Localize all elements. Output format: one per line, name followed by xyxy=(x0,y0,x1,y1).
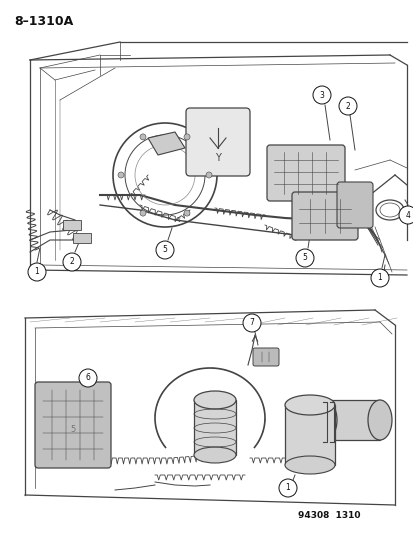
Ellipse shape xyxy=(284,456,334,474)
Text: 4: 4 xyxy=(405,211,409,220)
Text: 5: 5 xyxy=(70,425,76,434)
Circle shape xyxy=(398,206,413,224)
FancyBboxPatch shape xyxy=(63,220,81,230)
Text: 2: 2 xyxy=(69,257,74,266)
Ellipse shape xyxy=(194,391,235,409)
FancyBboxPatch shape xyxy=(185,108,249,176)
Circle shape xyxy=(140,210,146,216)
FancyBboxPatch shape xyxy=(291,192,357,240)
Circle shape xyxy=(28,263,46,281)
Ellipse shape xyxy=(284,395,334,415)
Circle shape xyxy=(338,97,356,115)
Text: 1: 1 xyxy=(35,268,39,277)
Text: 6: 6 xyxy=(85,374,90,383)
Text: 2: 2 xyxy=(345,101,349,110)
Circle shape xyxy=(242,314,260,332)
FancyBboxPatch shape xyxy=(194,400,235,455)
Text: 3: 3 xyxy=(319,91,324,100)
Text: 5: 5 xyxy=(302,254,307,262)
FancyBboxPatch shape xyxy=(35,382,111,468)
Circle shape xyxy=(79,369,97,387)
Ellipse shape xyxy=(312,400,336,440)
FancyBboxPatch shape xyxy=(252,348,278,366)
Circle shape xyxy=(183,210,190,216)
Polygon shape xyxy=(147,132,185,155)
Text: 8–1310A: 8–1310A xyxy=(14,15,73,28)
Circle shape xyxy=(140,134,146,140)
Text: 7: 7 xyxy=(249,319,254,327)
Ellipse shape xyxy=(194,447,235,463)
Ellipse shape xyxy=(367,400,391,440)
Text: 1: 1 xyxy=(377,273,382,282)
FancyBboxPatch shape xyxy=(336,182,372,228)
Text: Y: Y xyxy=(214,153,221,163)
FancyBboxPatch shape xyxy=(284,405,334,465)
Circle shape xyxy=(206,172,211,178)
Circle shape xyxy=(312,86,330,104)
Circle shape xyxy=(183,134,190,140)
Circle shape xyxy=(278,479,296,497)
Text: 94308  1310: 94308 1310 xyxy=(297,511,360,520)
Circle shape xyxy=(295,249,313,267)
Circle shape xyxy=(156,241,173,259)
Circle shape xyxy=(370,269,388,287)
FancyBboxPatch shape xyxy=(266,145,344,201)
Text: 1: 1 xyxy=(285,483,290,492)
FancyBboxPatch shape xyxy=(73,233,91,243)
FancyBboxPatch shape xyxy=(324,400,379,440)
Circle shape xyxy=(63,253,81,271)
Circle shape xyxy=(118,172,124,178)
Text: 5: 5 xyxy=(162,246,167,254)
